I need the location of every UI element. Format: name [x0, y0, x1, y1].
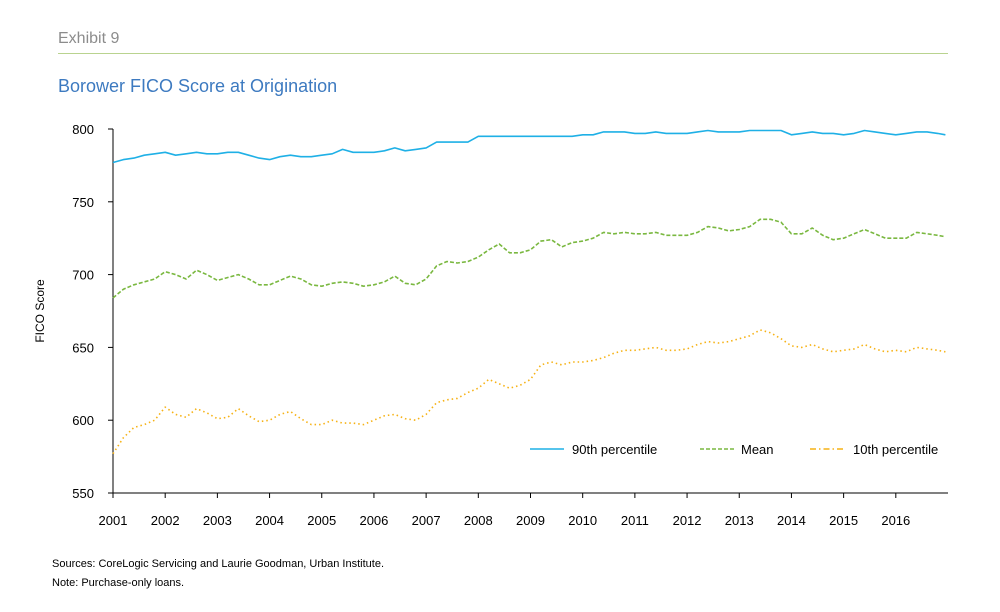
- series-line-2: [112, 218, 946, 299]
- x-tick-label: 2008: [464, 513, 493, 528]
- y-tick-label: 750: [72, 195, 94, 210]
- x-tick-label: 2007: [412, 513, 441, 528]
- x-tick-label: 2013: [725, 513, 754, 528]
- y-tick-label: 550: [72, 486, 94, 501]
- x-tick-label: 2016: [881, 513, 910, 528]
- x-tick-label: 2004: [255, 513, 284, 528]
- y-tick-label: 800: [72, 122, 94, 137]
- footnote: Note: Purchase-only loans.: [52, 577, 185, 589]
- chart-legend: 90th percentile Mean 10th percentile: [530, 442, 938, 457]
- source-note: Sources: CoreLogic Servicing and Laurie …: [52, 558, 385, 570]
- x-tick-label: 2012: [673, 513, 702, 528]
- series-line-3: [112, 329, 946, 455]
- y-tick-label: 600: [72, 413, 94, 428]
- chart-axes: 550 600 650 700 750 800 2001 2002 2003 2004 2005 20…: [72, 122, 948, 528]
- exhibit-label: Exhibit 9: [58, 30, 120, 47]
- x-tick-label: 2002: [151, 513, 180, 528]
- legend-label-3: 10th percentile: [853, 442, 938, 457]
- legend-label-2: Mean: [741, 442, 774, 457]
- x-tick-label: 2014: [777, 513, 806, 528]
- chart-title: Borower FICO Score at Origination: [58, 76, 338, 96]
- x-tick-label: 2011: [621, 513, 649, 528]
- x-tick-label: 2005: [307, 513, 336, 528]
- y-tick-label: 650: [72, 340, 94, 355]
- legend-label-1: 90th percentile: [572, 442, 657, 457]
- chart-series: [112, 129, 946, 455]
- x-tick-label: 2006: [359, 513, 388, 528]
- series-line-1: [112, 129, 946, 164]
- x-tick-label: 2001: [99, 513, 128, 528]
- y-axis-label: FICO Score: [33, 279, 47, 343]
- x-tick-label: 2010: [568, 513, 597, 528]
- header-divider: [58, 53, 948, 54]
- x-tick-label: 2009: [516, 513, 545, 528]
- x-tick-label: 2003: [203, 513, 232, 528]
- y-tick-label: 700: [72, 268, 94, 283]
- x-tick-label: 2015: [829, 513, 858, 528]
